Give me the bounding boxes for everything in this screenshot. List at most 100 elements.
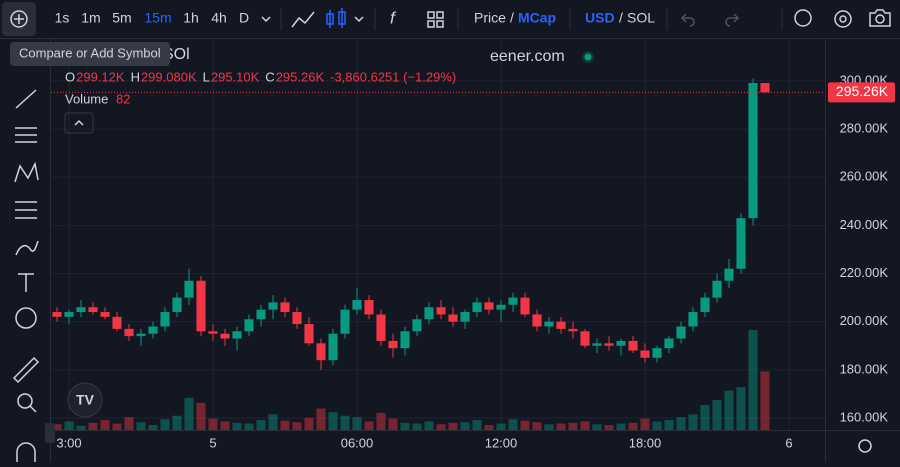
candle-body	[628, 340, 638, 351]
brush-tool[interactable]	[15, 240, 39, 256]
text-tool[interactable]	[18, 273, 34, 292]
emoji-tool[interactable]	[15, 307, 37, 329]
volume-bar	[628, 422, 638, 430]
volume-bar	[208, 418, 218, 430]
toolbar-bg	[0, 0, 900, 38]
pattern-tool[interactable]	[14, 161, 39, 183]
volume-bar	[256, 420, 266, 430]
volume-bar	[544, 424, 554, 430]
volume-bar	[616, 423, 626, 430]
screenshot-lens	[875, 14, 885, 24]
projection-tool[interactable]	[15, 201, 37, 219]
indicators-icon[interactable]: f	[390, 8, 397, 27]
line-style-icon[interactable]	[291, 11, 315, 28]
ruler-tool[interactable]	[12, 356, 40, 384]
interval-button[interactable]: 5m	[112, 10, 131, 26]
compare-plus	[14, 14, 24, 24]
alert-icon[interactable]	[794, 9, 812, 27]
dropdown-icon[interactable]	[261, 16, 271, 23]
candle-body	[232, 331, 242, 339]
change: -3,860.6251 (−1.29%)	[330, 69, 456, 84]
volume-bar	[604, 425, 614, 430]
settings-icon-center	[839, 15, 847, 23]
candle-body	[364, 300, 374, 315]
volume-bar	[388, 418, 398, 430]
interval-button[interactable]: 1s	[55, 10, 70, 26]
interval-button[interactable]: 4h	[211, 10, 227, 26]
candle-body	[688, 312, 698, 327]
collapse-button[interactable]	[64, 112, 94, 134]
volume-bar	[712, 400, 722, 430]
candle-body	[592, 343, 602, 346]
candle-body	[400, 331, 410, 349]
volume-bar	[472, 420, 482, 430]
settings-icon[interactable]	[834, 10, 852, 28]
candle-body	[448, 314, 458, 322]
volume-bar	[316, 408, 326, 430]
volume-bar	[640, 418, 650, 430]
sol-toggle[interactable]: SOL	[627, 10, 655, 26]
candle-style-icon[interactable]	[326, 8, 346, 28]
candle-body	[508, 297, 518, 305]
candle-body	[460, 312, 470, 322]
candle-body	[376, 314, 386, 341]
volume-bar	[484, 425, 494, 430]
volume-bar	[64, 421, 74, 430]
candle-body	[268, 302, 278, 310]
x-tick-label: 3:00	[56, 435, 81, 450]
volume-bar	[136, 422, 146, 430]
ohlc-key: O	[65, 69, 75, 84]
volume-bar	[676, 417, 686, 430]
candle-body	[220, 333, 230, 339]
candle-body	[328, 333, 338, 361]
trendline-tool[interactable]	[15, 89, 37, 109]
price-toggle[interactable]: Price	[474, 10, 506, 26]
candle-body	[568, 328, 578, 332]
candle-body	[712, 280, 722, 298]
magnet-tool[interactable]	[16, 442, 36, 462]
axis-settings[interactable]	[858, 439, 872, 453]
candle-body	[472, 302, 482, 313]
volume-bar	[700, 405, 710, 430]
candle-body	[352, 300, 362, 310]
volume-bar	[172, 415, 182, 430]
volume-bar	[292, 422, 302, 430]
candle-body	[520, 297, 530, 315]
volume-bar	[232, 422, 242, 430]
redo-icon[interactable]	[725, 13, 740, 27]
interval-button[interactable]: 1h	[183, 10, 199, 26]
usd-toggle[interactable]: USD	[585, 10, 615, 26]
candle-body	[340, 309, 350, 334]
zoom-tool[interactable]	[17, 393, 33, 409]
undo-icon[interactable]	[680, 13, 695, 27]
x-tick-label: 18:00	[629, 435, 662, 450]
interval-button[interactable]: 1m	[81, 10, 100, 26]
interval-button[interactable]: 15m	[144, 10, 171, 26]
logo-badge[interactable]	[67, 382, 103, 418]
candle-body	[724, 268, 734, 281]
y-tick-label: 200.00K	[840, 313, 889, 328]
volume-bar	[340, 415, 350, 430]
dropdown-icon[interactable]	[354, 16, 364, 23]
candle-body	[64, 312, 74, 317]
ohlc-value: 295.26K	[276, 69, 325, 84]
layouts-icon[interactable]	[427, 11, 444, 28]
volume-bar	[496, 423, 506, 430]
candle-body	[136, 333, 146, 337]
fib-tool[interactable]	[15, 127, 37, 143]
volume-bar	[448, 422, 458, 430]
ohlc-value: 299.080K	[141, 69, 197, 84]
mcap-toggle[interactable]: MCap	[518, 10, 556, 26]
candle-body	[244, 319, 254, 332]
candle-body	[280, 302, 290, 313]
candle-body	[208, 331, 218, 334]
volume-bar	[328, 412, 338, 430]
tooltip: Compare or Add Symbol	[19, 45, 161, 60]
candle-body	[676, 326, 686, 339]
interval-button[interactable]: D	[239, 10, 249, 26]
candle-body	[388, 340, 398, 349]
collapse-toolbar[interactable]	[45, 423, 55, 443]
candle-body	[664, 338, 674, 349]
screenshot-icon[interactable]	[869, 9, 891, 27]
